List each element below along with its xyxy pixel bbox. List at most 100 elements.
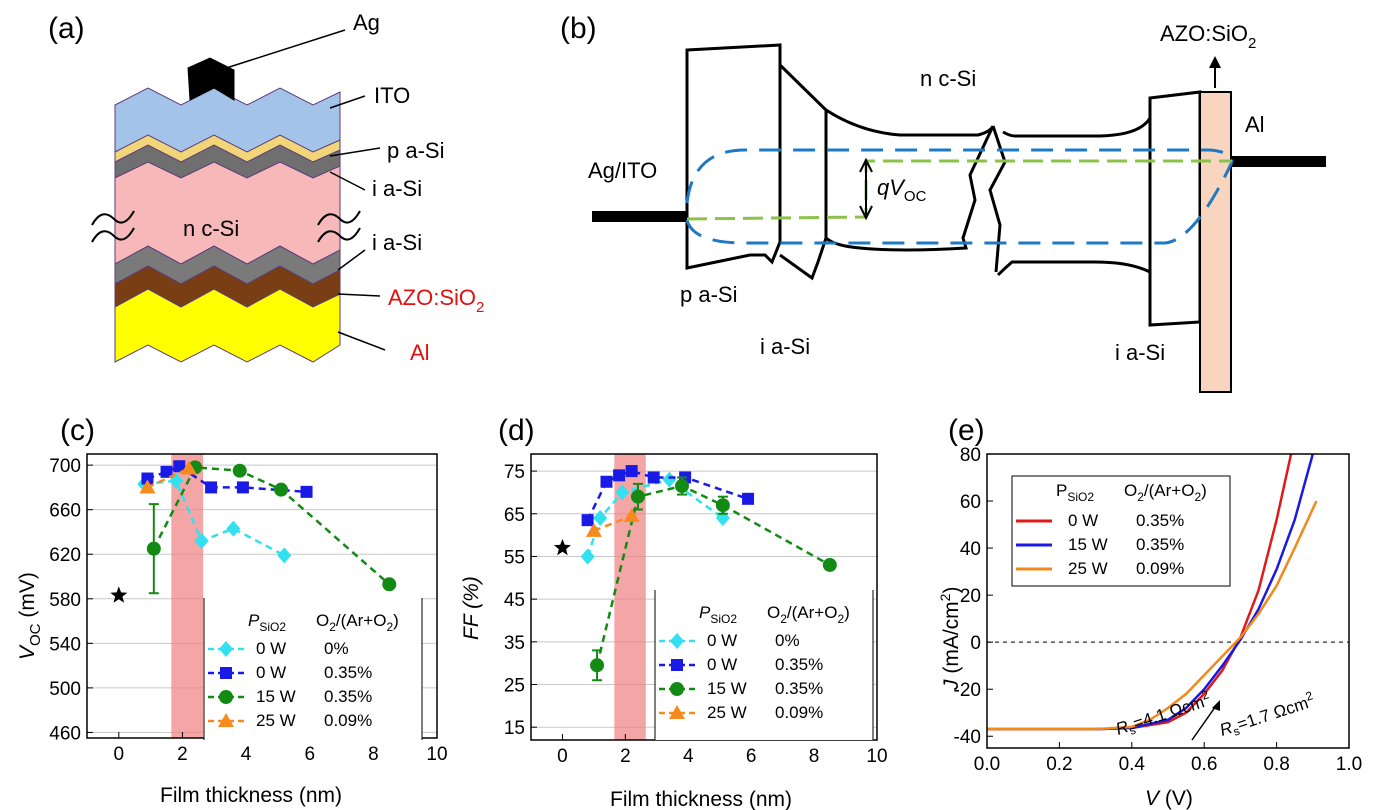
x-tick-label: 10: [866, 746, 887, 767]
data-point: [180, 460, 197, 475]
data-point: [226, 520, 241, 537]
data-point: [600, 475, 613, 488]
x-tick-label: 8: [809, 746, 820, 767]
legend-header-p: PSiO2: [248, 611, 286, 634]
plot-d: 0 2 4 6 8 10 15 25 35 45 55 65 75 PSiO2 O2/(Ar+O2) 0 W 0…: [504, 453, 888, 767]
label-p-asi: p a-Si: [387, 138, 444, 163]
y-tick-label: 660: [49, 501, 81, 522]
annotation-rs-1-7: Rs=1.7 Ωcm2: [1216, 688, 1318, 742]
y-tick-label: 75: [504, 462, 525, 483]
data-point: [141, 472, 154, 485]
panel-c-label: (c): [60, 414, 95, 447]
data-point: [625, 465, 638, 478]
data-point: [232, 463, 247, 478]
data-point: [581, 514, 594, 527]
x-tick-label: 6: [304, 744, 315, 765]
label-nc-si-band: n c-Si: [920, 66, 976, 91]
contact-ag-ito: [592, 211, 687, 222]
y-tick-label: 0: [970, 633, 981, 654]
data-point: [139, 479, 156, 494]
label-ito: ITO: [374, 83, 410, 108]
legend-marker: [220, 667, 232, 679]
legend-o2: 0.35%: [324, 687, 372, 706]
legend-psio2: 15 W: [1068, 535, 1108, 554]
legend-psio2: 25 W: [1068, 559, 1108, 578]
x-tick-label: 0.4: [1119, 754, 1146, 775]
leader-lines: [219, 29, 386, 351]
panel-a-label: (a): [48, 12, 85, 45]
data-point: [580, 548, 595, 565]
y-tick-label: 35: [504, 633, 525, 654]
legend-o2: 0.09%: [775, 703, 823, 722]
legend-psio2: 25 W: [707, 703, 747, 722]
y-tick-label: 65: [504, 505, 525, 526]
layer-stack: [114, 57, 341, 363]
label-i-asi-left-band: i a-Si: [760, 334, 810, 359]
data-point: [630, 489, 645, 504]
legend-o2: 0.35%: [1136, 511, 1184, 530]
plot-c: 0 2 4 6 8 10 460 500 540 580 620 660 700 PSiO2 O2/(Ar+…: [49, 453, 448, 765]
x-tick-label: 2: [620, 746, 631, 767]
contact-al: [1230, 156, 1326, 167]
data-point: [593, 510, 608, 527]
legend-marker: [219, 690, 233, 704]
axis-d-ylabel: FF (%): [460, 576, 483, 640]
data-point: [274, 482, 289, 497]
y-tick-label: -40: [954, 727, 981, 748]
data-point: [277, 547, 292, 564]
label-al-band: Al: [1245, 112, 1265, 137]
data-point: [382, 577, 397, 592]
legend-header-o2: O2/(Ar+O2): [1124, 481, 1207, 504]
axis-e-xlabel: V (V): [1145, 787, 1193, 810]
x-tick-label: 2: [177, 744, 188, 765]
panel-d-label: (d): [498, 414, 535, 447]
legend-header-p: PSiO2: [1056, 481, 1094, 504]
legend-bg: [204, 598, 422, 740]
series-line: [593, 514, 633, 532]
x-tick-label: 10: [426, 744, 447, 765]
y-tick-label: 55: [504, 547, 525, 568]
label-p-asi-band: p a-Si: [680, 282, 737, 307]
panel-a: (a) Ag ITO p a-Si i a-Si n c-S: [48, 10, 484, 365]
azo-sio2-layer: [1199, 91, 1232, 393]
legend-o2: 0.09%: [324, 711, 372, 730]
plot-frame: [986, 453, 1350, 749]
y-tick-label: 540: [49, 634, 81, 655]
data-point: [613, 469, 626, 482]
panel-c: (c) 0 2 4 6 8 10 460 500 540 580 620 660 700 PSiO2 O2/…: [16, 414, 448, 807]
panel-e-label: (e): [948, 414, 985, 447]
y-tick-label: 80: [960, 445, 981, 466]
legend-o2: 0%: [775, 631, 800, 650]
legend-psio2: 15 W: [256, 687, 296, 706]
data-point: [822, 557, 837, 572]
data-point: [742, 492, 755, 505]
axis-d-xlabel: Film thickness (nm): [610, 788, 792, 810]
quasi-fermi-level-lower: [685, 161, 1234, 245]
y-tick-label: 40: [960, 539, 981, 560]
label-al: Al: [410, 340, 430, 365]
x-tick-label: 0.2: [1046, 754, 1072, 775]
annotation-arrow: [1191, 702, 1219, 741]
series-line: [586, 478, 724, 557]
axis-e-ylabel: J (mA/cm2): [937, 587, 963, 691]
qvoc-arrow-head-down: [859, 205, 873, 221]
legend-o2: 0.35%: [1136, 535, 1184, 554]
quasi-fermi-level: [685, 148, 1234, 204]
reference-star: [553, 538, 571, 556]
axis-c-xlabel: Film thickness (nm): [160, 784, 342, 807]
legend-psio2: 0 W: [256, 663, 286, 682]
legend-o2: 0.35%: [775, 679, 823, 698]
data-point: [194, 532, 209, 549]
data-point: [160, 465, 173, 478]
legend-header-o2: O2/(Ar+O2): [767, 603, 850, 626]
legend-psio2: 0 W: [256, 639, 286, 658]
y-tick-label: 500: [49, 679, 81, 700]
data-point: [623, 507, 640, 522]
y-tick-label: 700: [49, 456, 81, 477]
x-tick-label: 4: [241, 744, 252, 765]
y-tick-label: 580: [49, 590, 81, 611]
y-tick-label: 60: [960, 492, 981, 513]
y-tick-label: 45: [504, 590, 525, 611]
label-i-asi-bottom: i a-Si: [372, 230, 422, 255]
